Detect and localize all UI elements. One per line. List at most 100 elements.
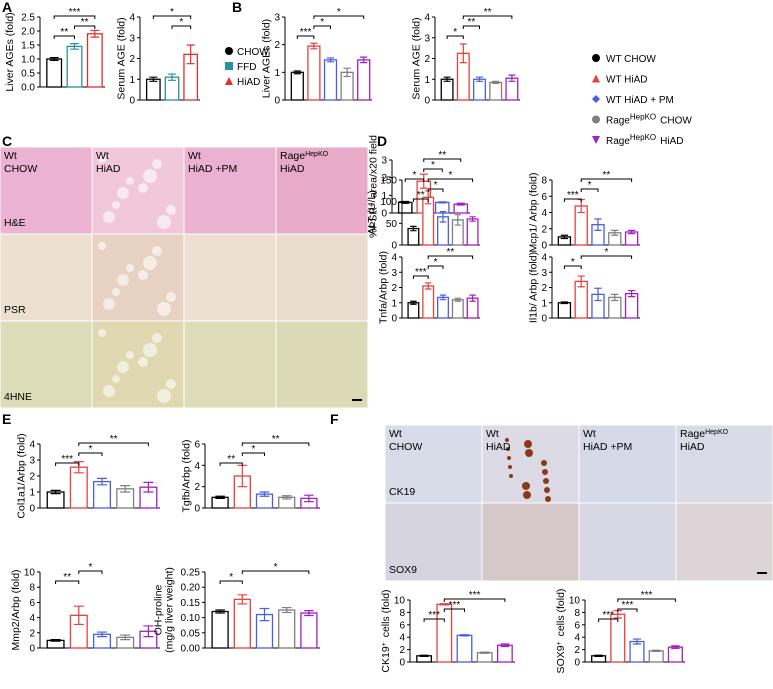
y-tick-label: 0 [381, 209, 387, 220]
y-tick-label: 2.5 [21, 13, 35, 24]
error-bar [281, 606, 292, 614]
significance-label: ** [272, 434, 280, 445]
y-tick-label: 0.25 [181, 568, 201, 579]
error-bar [259, 491, 270, 497]
text-part: area/x20 field [367, 135, 379, 201]
text-part: Wt [96, 150, 109, 162]
legend-label: WT HiAD + PM [606, 95, 674, 106]
vacuole [143, 256, 157, 270]
y-tick-label: 3 [391, 268, 397, 279]
vacuole [103, 298, 115, 310]
row-label: CK19 [389, 486, 415, 498]
significance-bracket [152, 15, 192, 19]
text-part: Rage [280, 150, 305, 162]
y-axis-label: Liver AGEs (fold) [4, 12, 16, 91]
bar [407, 302, 420, 319]
micrograph [0, 321, 92, 408]
stain-spot [522, 482, 530, 490]
column-label: Wt [583, 428, 596, 440]
vacuole [157, 389, 171, 403]
bar [473, 78, 486, 101]
micrograph [0, 147, 92, 234]
significance-bracket [427, 178, 474, 182]
legend-label: WT CHOW [606, 54, 656, 65]
y-tick-label: 0.0 [21, 83, 35, 94]
vacuole [143, 169, 157, 183]
significance-label: * [170, 7, 174, 18]
text-part: Serum AGE (fold) [115, 17, 127, 99]
significance-label: *** [602, 610, 614, 621]
y-tick-label: 8 [574, 608, 580, 619]
y-tick-label: 0 [274, 96, 280, 107]
text-part: Rage [680, 428, 705, 440]
bar [437, 296, 449, 319]
bar [624, 292, 639, 319]
y-tick-label: 1 [129, 75, 135, 86]
micrograph [385, 503, 482, 581]
significance-bracket [241, 452, 265, 456]
significance-label: *** [300, 27, 312, 38]
significance-label: ** [417, 190, 425, 201]
stain-spot [523, 491, 531, 499]
text-part: Wt [583, 428, 596, 440]
error-bar [143, 625, 154, 638]
micrograph [184, 321, 276, 408]
vacuole [152, 159, 162, 169]
significance-label: ** [468, 17, 476, 28]
significance-bracket [423, 168, 443, 172]
bar [307, 45, 321, 101]
stain-spot [508, 465, 512, 469]
stain-spot [542, 469, 548, 475]
y-tick-label: 4 [424, 13, 430, 24]
error-bar [343, 67, 351, 78]
column-label: HiAD [280, 163, 305, 175]
y-tick-label: 3 [541, 268, 547, 279]
panel-label: A [2, 0, 12, 15]
bar [290, 71, 304, 101]
error-bar [143, 481, 154, 493]
legend-marker [592, 54, 600, 62]
vacuole [126, 351, 134, 359]
significance-label: * [337, 7, 341, 18]
significance-bracket [53, 15, 96, 19]
column-label: RageHepKO [280, 150, 329, 162]
error-bar [627, 229, 636, 235]
error-bar [594, 287, 602, 302]
y-axis-label: Il1b/ Arbp (fold) [527, 252, 539, 323]
vacuole [112, 375, 120, 383]
micrograph [0, 234, 92, 321]
significance-bracket [563, 198, 582, 202]
error-bar [425, 282, 432, 290]
significance-label: *** [69, 7, 81, 18]
column-label: RageHepKO [680, 428, 729, 440]
text-part: Il1b/ Arbp (fold) [527, 252, 539, 323]
vacuole [143, 343, 157, 357]
column-label: HiAD +PM [583, 441, 632, 453]
significance-label: ** [447, 247, 455, 258]
y-tick-label: 8 [399, 608, 405, 619]
micrograph [579, 425, 676, 503]
y-tick-label: 3 [274, 13, 280, 24]
vacuole [157, 215, 171, 229]
significance-label: *** [567, 190, 579, 201]
row-label: SOX9 [389, 564, 417, 576]
y-tick-label: 6 [29, 598, 35, 609]
significance-label: * [431, 160, 435, 171]
significance-label: ** [110, 434, 118, 445]
bar [233, 598, 251, 649]
text-part: Rage [606, 116, 630, 127]
error-bar [480, 651, 490, 654]
significance-bracket [427, 255, 474, 259]
significance-label: ** [63, 572, 71, 583]
micrograph [579, 503, 676, 581]
y-tick-label: 2 [29, 472, 35, 483]
y-axis-label: Mcp1/ Arbp (fold) [527, 173, 539, 253]
y-tick-label: 0 [399, 658, 405, 669]
significance-bracket [78, 442, 149, 446]
bar [46, 58, 63, 88]
significance-bracket [412, 198, 429, 202]
y-tick-label: 0.5 [21, 69, 35, 80]
panel-label: C [2, 133, 12, 149]
error-bar [469, 216, 476, 222]
y-tick-label: 8 [541, 176, 547, 187]
